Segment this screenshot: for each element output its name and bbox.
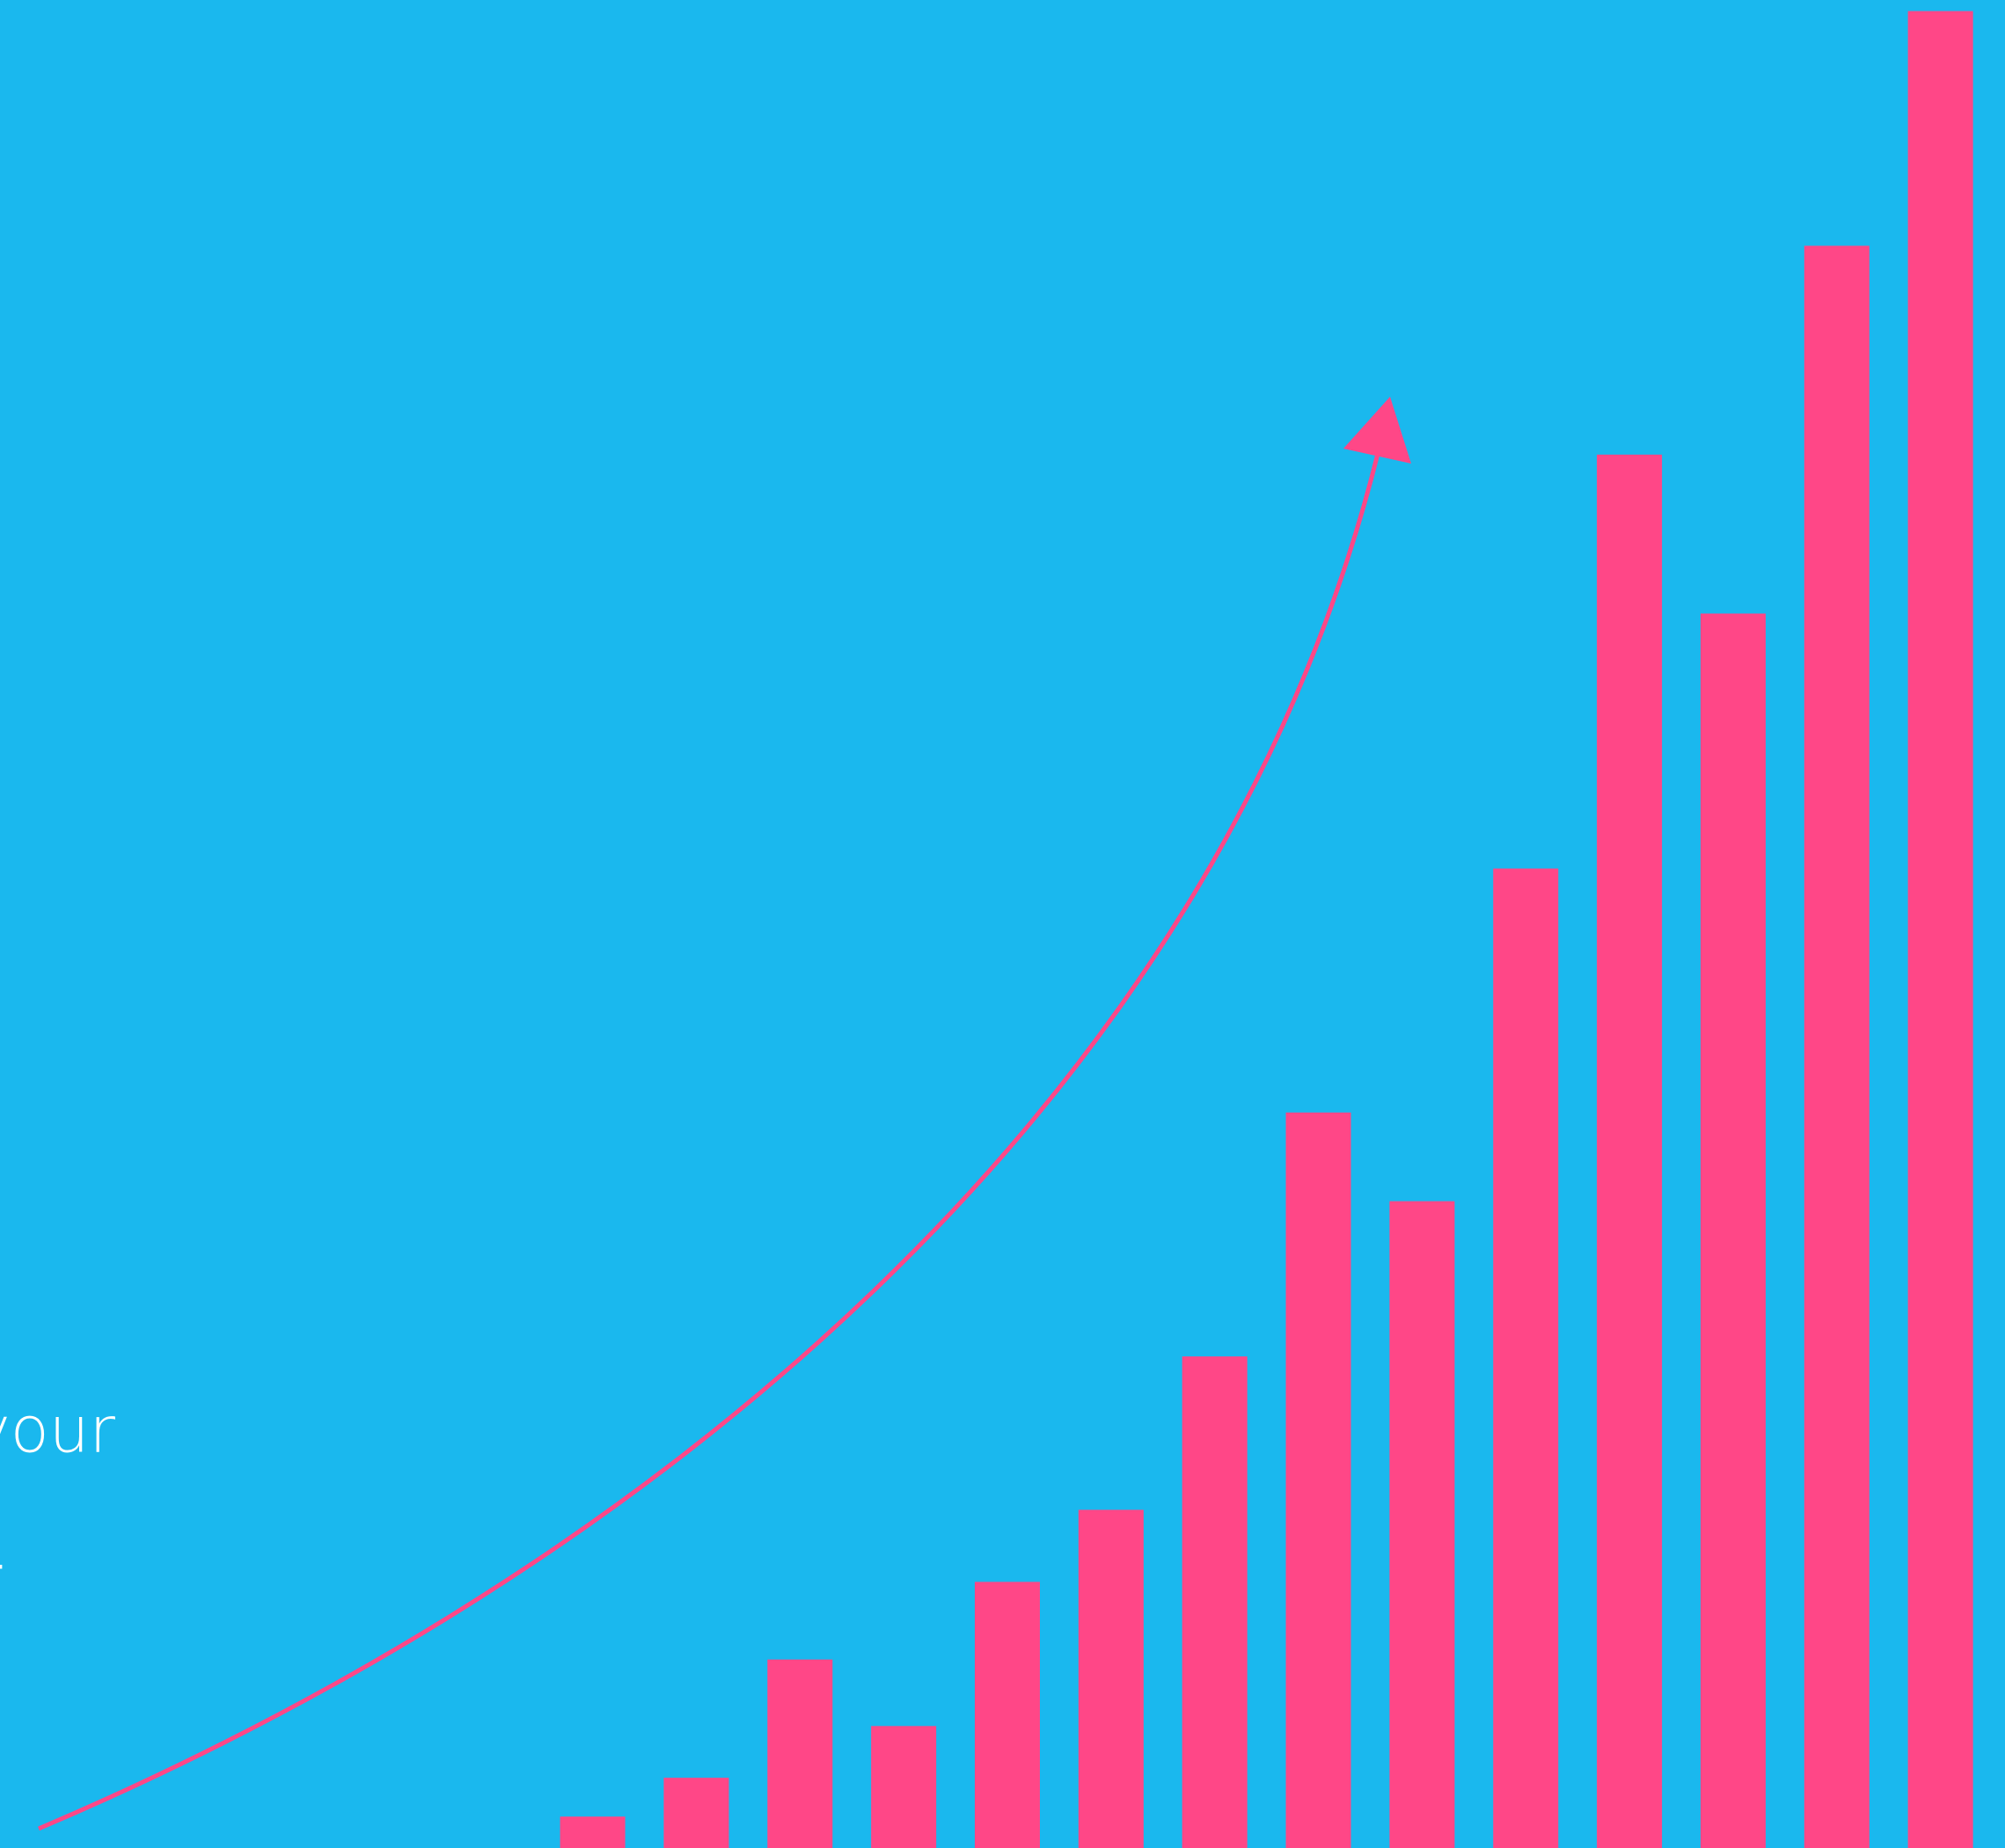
bar [663,1778,729,1848]
bar [1182,1356,1248,1848]
bar [560,1816,626,1848]
arrow-head [1343,397,1411,464]
bar [871,1726,937,1848]
bar [1804,245,1870,1848]
annotation: your [0,1393,115,1467]
annotation: . [0,1510,11,1584]
bar [1907,11,1973,1848]
bar [975,1581,1040,1848]
bar [1285,1112,1351,1848]
bar [1078,1509,1144,1848]
bar [767,1659,833,1848]
trend-arrow [38,449,1381,1831]
bar [1597,454,1663,1848]
bar [1389,1201,1455,1848]
bar [1700,613,1766,1848]
bar [1493,868,1559,1848]
